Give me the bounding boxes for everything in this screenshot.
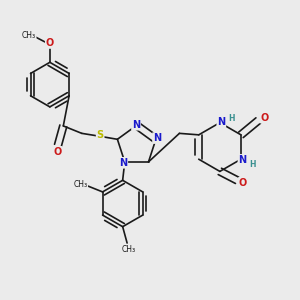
Text: O: O xyxy=(46,38,54,48)
Text: CH₃: CH₃ xyxy=(22,31,36,40)
Text: H: H xyxy=(249,160,256,169)
Text: N: N xyxy=(217,117,225,127)
Text: N: N xyxy=(153,133,161,143)
Text: N: N xyxy=(238,155,247,165)
Text: O: O xyxy=(239,178,247,188)
Text: CH₃: CH₃ xyxy=(122,245,136,254)
Text: CH₃: CH₃ xyxy=(74,180,88,189)
Text: O: O xyxy=(260,112,268,123)
Text: S: S xyxy=(97,130,104,140)
Text: N: N xyxy=(119,158,127,168)
Text: O: O xyxy=(53,147,61,157)
Text: N: N xyxy=(132,120,140,130)
Text: H: H xyxy=(228,114,234,123)
